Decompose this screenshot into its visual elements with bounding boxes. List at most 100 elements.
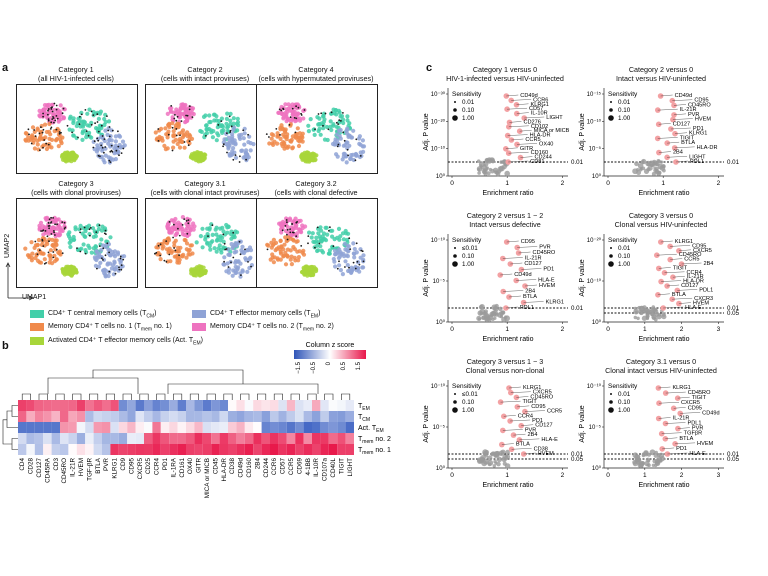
- point-label: PVR: [692, 426, 704, 432]
- heatmap-cell: [43, 411, 52, 422]
- heatmap-column-label: CD57: [280, 458, 287, 475]
- point-label: CXCR5: [693, 248, 712, 254]
- sensitivity-label: 0.10: [462, 107, 475, 114]
- heatmap-cell: [328, 411, 338, 422]
- heatmap-cell: [211, 422, 220, 433]
- umap-subtitle: (cells with clonal intact proviruses): [150, 187, 260, 197]
- umap-title: Category 1 (all HIV-1-infected cells): [16, 65, 136, 83]
- umap-title: Category 2 (cells with intact proviruses): [145, 65, 265, 83]
- heatmap-cell: [345, 411, 354, 422]
- sensitivity-label: 0.10: [618, 107, 631, 114]
- heatmap-row-label: Tmem no. 2: [358, 436, 391, 445]
- heatmap-cell: [34, 444, 44, 455]
- sensitivity-label: 1.00: [462, 261, 475, 268]
- volcano-x-label: Enrichment ratio: [483, 482, 534, 489]
- scale-title: Column z score: [306, 342, 355, 349]
- umap-x-axis-label: UMAP1: [22, 294, 47, 301]
- x-tick-label: 2: [680, 326, 684, 333]
- y-tick-label: 10⁻¹⁰: [587, 278, 602, 285]
- legend-label: Memory CD4⁺ T cells no. 1 (Tmem no. 1): [48, 323, 172, 333]
- umap-plot: [256, 198, 378, 288]
- legend-item: Memory CD4⁺ T cells no. 2 (Tmem no. 2): [192, 322, 334, 332]
- heatmap-cell: [244, 422, 254, 433]
- point-label: PD1: [693, 126, 704, 132]
- sensitivity-label: 0.01: [618, 391, 631, 398]
- point-label: CD45RO: [688, 390, 711, 396]
- volcano-title: Category 3 versus 0 Clonal versus HIV-uni…: [576, 211, 746, 229]
- x-tick-label: 1: [505, 472, 509, 479]
- legend-subscript: mem: [140, 326, 153, 333]
- volcano-comparison: Category 3 versus 0: [628, 211, 694, 220]
- heatmap-cell: [202, 400, 212, 411]
- nonsignificant-points: [632, 449, 666, 468]
- point-label: CCR5: [684, 257, 699, 263]
- legend-swatch: [192, 310, 206, 319]
- heatmap-cell: [194, 444, 203, 455]
- heatmap-cell: [34, 422, 44, 433]
- volcano-x-label: Enrichment ratio: [483, 190, 534, 197]
- sensitivity-label: ≤0.01: [462, 391, 478, 398]
- heatmap-cell: [219, 411, 228, 422]
- heatmap-cell: [202, 411, 212, 422]
- umap-cluster: [306, 107, 353, 143]
- data-point: [503, 93, 510, 99]
- y-tick-label: 10⁰: [592, 465, 602, 472]
- data-point: [497, 272, 503, 278]
- heatmap-cell: [102, 422, 111, 433]
- heatmap-cell: [51, 433, 60, 444]
- heatmap-column-label: HLA-DR: [221, 458, 228, 482]
- data-point: [674, 395, 681, 401]
- x-tick-label: 2: [561, 180, 565, 187]
- heatmap-cell: [303, 400, 312, 411]
- heatmap-cell: [211, 444, 220, 455]
- heatmap-cell: [328, 433, 338, 444]
- heatmap-row-label: Act. TEM: [358, 425, 384, 434]
- data-point: [500, 427, 506, 434]
- volcano-comparison: Category 2 versus 1 − 2: [466, 211, 544, 220]
- heatmap-cell: [202, 433, 212, 444]
- heatmap-cell: [135, 422, 144, 433]
- umap-scatter: [23, 102, 127, 165]
- heatmap-row-label: TCM: [358, 414, 370, 423]
- umap-highlight-cells: [265, 105, 362, 162]
- heatmap-cell: [295, 422, 304, 433]
- umap-cluster: [265, 235, 307, 267]
- umap-category: Category 2: [187, 65, 223, 74]
- heatmap-cell: [127, 422, 136, 433]
- sensitivity-label: 0.01: [618, 245, 631, 252]
- sensitivity-marker: [608, 115, 614, 121]
- heatmap-cell: [135, 444, 144, 455]
- heatmap-cell: [236, 433, 245, 444]
- data-point: [522, 408, 528, 415]
- heatmap-cell: [303, 422, 312, 433]
- heatmap-cell: [160, 411, 170, 422]
- heatmap-cell: [320, 400, 329, 411]
- sensitivity-marker: [454, 101, 456, 103]
- nonsignificant-points: [633, 305, 667, 322]
- point-label: CD244: [534, 155, 551, 161]
- heatmap-cell: [110, 433, 119, 444]
- heatmap-cell: [236, 411, 245, 422]
- heatmap-cell: [93, 411, 102, 422]
- sensitivity-marker: [610, 247, 612, 249]
- heatmap-cell: [312, 433, 321, 444]
- heatmap-cell: [93, 400, 102, 411]
- umap-plot: [16, 84, 138, 174]
- heatmap-cell: [194, 433, 203, 444]
- point-label: CD127: [524, 261, 541, 267]
- heatmap-column-label: CD69: [296, 458, 303, 475]
- heatmap-cell: [244, 433, 254, 444]
- heatmap-column-label: CD4: [19, 458, 26, 471]
- heatmap-cell: [68, 433, 77, 444]
- umap-scatter: [23, 215, 127, 279]
- sensitivity-marker: [610, 393, 612, 395]
- y-tick-label: 10⁻¹⁰: [587, 118, 602, 125]
- heatmap-cell: [219, 400, 228, 411]
- sensitivity-marker: [452, 115, 458, 121]
- point-label: CD57: [529, 106, 543, 112]
- y-tick-label: 10⁻⁵: [433, 424, 446, 431]
- point-label: CD49d: [514, 272, 531, 278]
- heatmap-cell: [286, 444, 296, 455]
- scale-bar: [294, 350, 366, 359]
